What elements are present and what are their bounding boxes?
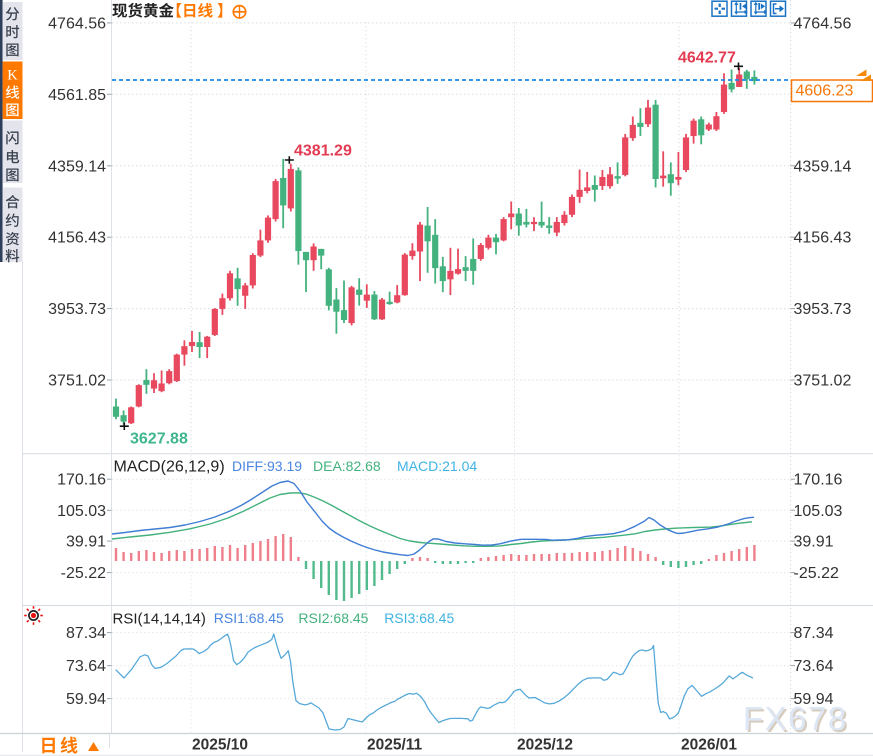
- svg-text:DEA:82.68: DEA:82.68: [313, 458, 381, 474]
- svg-text:87.34: 87.34: [794, 625, 834, 642]
- svg-text:3751.02: 3751.02: [794, 373, 852, 390]
- svg-text:170.16: 170.16: [794, 472, 843, 489]
- svg-text:4156.43: 4156.43: [794, 230, 852, 247]
- svg-text:4606.23: 4606.23: [796, 83, 854, 100]
- svg-text:4764.56: 4764.56: [48, 15, 106, 32]
- svg-text:RSI1:68.45: RSI1:68.45: [214, 610, 284, 626]
- svg-text:4381.29: 4381.29: [294, 143, 352, 160]
- svg-text:4359.14: 4359.14: [794, 158, 852, 175]
- svg-text:-25.22: -25.22: [794, 565, 839, 582]
- svg-text:K: K: [7, 68, 18, 84]
- svg-text:3627.88: 3627.88: [130, 431, 188, 448]
- svg-text:2026/01: 2026/01: [681, 737, 737, 754]
- svg-text:59.94: 59.94: [66, 691, 106, 708]
- svg-text:RSI3:68.45: RSI3:68.45: [384, 610, 454, 626]
- svg-text:4156.43: 4156.43: [48, 230, 106, 247]
- svg-text:FX678: FX678: [745, 702, 850, 739]
- svg-text:3953.73: 3953.73: [794, 301, 852, 318]
- svg-text:DIFF:93.19: DIFF:93.19: [232, 458, 302, 474]
- svg-text:87.34: 87.34: [66, 625, 106, 642]
- svg-text:170.16: 170.16: [57, 472, 106, 489]
- svg-text:73.64: 73.64: [794, 658, 834, 675]
- svg-text:2025/12: 2025/12: [517, 737, 573, 754]
- svg-text:39.91: 39.91: [66, 534, 106, 551]
- svg-text:-25.22: -25.22: [61, 565, 106, 582]
- svg-text:FX678: FX678: [743, 700, 848, 737]
- svg-text:4764.56: 4764.56: [794, 15, 852, 32]
- svg-text:105.03: 105.03: [794, 503, 843, 520]
- svg-text:RSI(14,14,14): RSI(14,14,14): [113, 611, 206, 628]
- svg-text:59.94: 59.94: [794, 691, 834, 708]
- svg-text:2025/11: 2025/11: [367, 737, 423, 754]
- svg-text:4642.77: 4642.77: [678, 50, 736, 67]
- svg-text:MACD(26,12,9): MACD(26,12,9): [114, 459, 225, 476]
- svg-text:MACD:21.04: MACD:21.04: [397, 458, 477, 474]
- svg-text:4561.85: 4561.85: [48, 87, 106, 104]
- svg-text:73.64: 73.64: [66, 658, 106, 675]
- svg-text:RSI2:68.45: RSI2:68.45: [298, 610, 368, 626]
- svg-text:3953.73: 3953.73: [48, 301, 106, 318]
- svg-text:3751.02: 3751.02: [48, 373, 106, 390]
- svg-text:4359.14: 4359.14: [48, 158, 106, 175]
- svg-text:39.91: 39.91: [794, 534, 834, 551]
- svg-text:2025/10: 2025/10: [192, 737, 248, 754]
- svg-text:105.03: 105.03: [57, 503, 106, 520]
